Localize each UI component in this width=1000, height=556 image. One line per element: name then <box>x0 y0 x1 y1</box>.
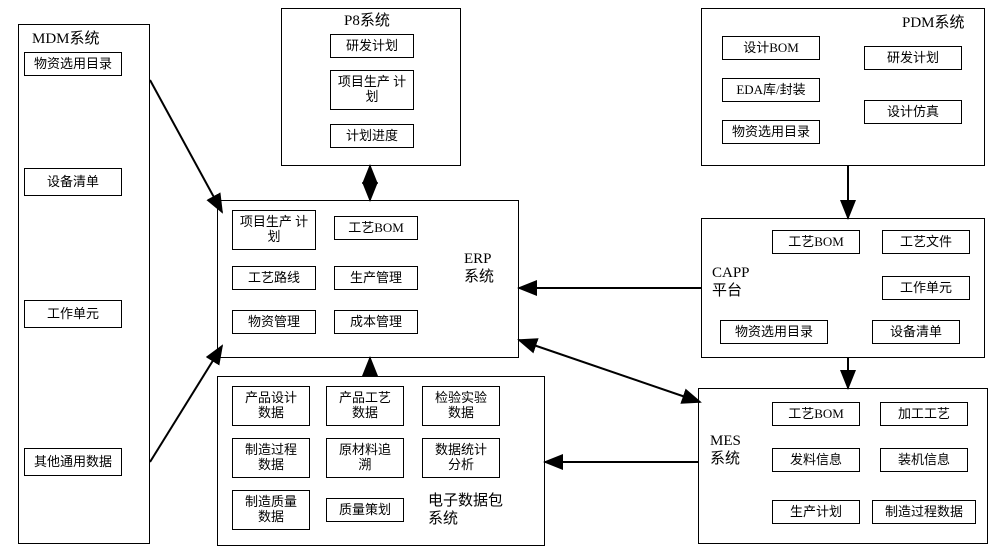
edp-item-edp_ycl: 原材料追 溯 <box>326 438 404 478</box>
pdm-item-pdm_wzxy: 物资选用目录 <box>722 120 820 144</box>
mes-item-mes_jggy: 加工工艺 <box>880 402 968 426</box>
edp-item-edp_zzgc: 制造过程 数据 <box>232 438 310 478</box>
mdm-item-mdm_wzxymu: 物资选用目录 <box>24 52 122 76</box>
mdm-item-mdm_qtty: 其他通用数据 <box>24 448 122 476</box>
mes-title: MES 系统 <box>710 432 741 468</box>
edp-item-edp_sjtj: 数据统计 分析 <box>422 438 500 478</box>
erp-item-erp_gybom: 工艺BOM <box>334 216 418 240</box>
edge-mdm-erp-top <box>150 80 222 212</box>
capp-item-capp_sbqd: 设备清单 <box>872 320 960 344</box>
erp-title: ERP 系统 <box>464 250 494 286</box>
edp-item-edp_zzzl: 制造质量 数据 <box>232 490 310 530</box>
capp-item-capp_gywj: 工艺文件 <box>882 230 970 254</box>
mes-item-mes_zzgc: 制造过程数据 <box>872 500 976 524</box>
pdm-title: PDM系统 <box>902 14 965 32</box>
mes-item-mes_gybom: 工艺BOM <box>772 402 860 426</box>
p8-item-p8_jhjd: 计划进度 <box>330 124 414 148</box>
capp-item-capp_gybom: 工艺BOM <box>772 230 860 254</box>
p8-item-p8_yfjh: 研发计划 <box>330 34 414 58</box>
pdm-item-pdm_yfjh: 研发计划 <box>864 46 962 70</box>
mdm-item-mdm_sbqd: 设备清单 <box>24 168 122 196</box>
capp-item-capp_gzdy: 工作单元 <box>882 276 970 300</box>
pdm-item-pdm_eda: EDA库/封装 <box>722 78 820 102</box>
p8-item-p8_xmsc: 项目生产 计划 <box>330 70 414 110</box>
mdm-item-mdm_gzdy: 工作单元 <box>24 300 122 328</box>
edp-item-edp_cpgy: 产品工艺 数据 <box>326 386 404 426</box>
mes-item-mes_scjh: 生产计划 <box>772 500 860 524</box>
p8-title: P8系统 <box>344 12 390 30</box>
edp-item-edp_cpsj: 产品设计 数据 <box>232 386 310 426</box>
erp-item-erp_wzgl: 物资管理 <box>232 310 316 334</box>
pdm-item-pdm_sjbom: 设计BOM <box>722 36 820 60</box>
mes-item-mes_zjxx: 装机信息 <box>880 448 968 472</box>
edp-title: 电子数据包 系统 <box>428 492 503 528</box>
mdm-title: MDM系统 <box>32 30 100 48</box>
capp-item-capp_wzxy: 物资选用目录 <box>720 320 828 344</box>
erp-item-erp_cbgl: 成本管理 <box>334 310 418 334</box>
edge-erp-mes <box>519 340 700 402</box>
mes-item-mes_flxx: 发料信息 <box>772 448 860 472</box>
capp-title: CAPP 平台 <box>712 264 750 300</box>
edp-item-edp_zlch: 质量策划 <box>326 498 404 522</box>
erp-item-erp_gylx: 工艺路线 <box>232 266 316 290</box>
erp-item-erp_scgl: 生产管理 <box>334 266 418 290</box>
edge-mdm-erp-bot <box>150 346 222 462</box>
edp-item-edp_jysy: 检验实验 数据 <box>422 386 500 426</box>
pdm-item-pdm_sjfz: 设计仿真 <box>864 100 962 124</box>
erp-item-erp_xmsc: 项目生产 计划 <box>232 210 316 250</box>
